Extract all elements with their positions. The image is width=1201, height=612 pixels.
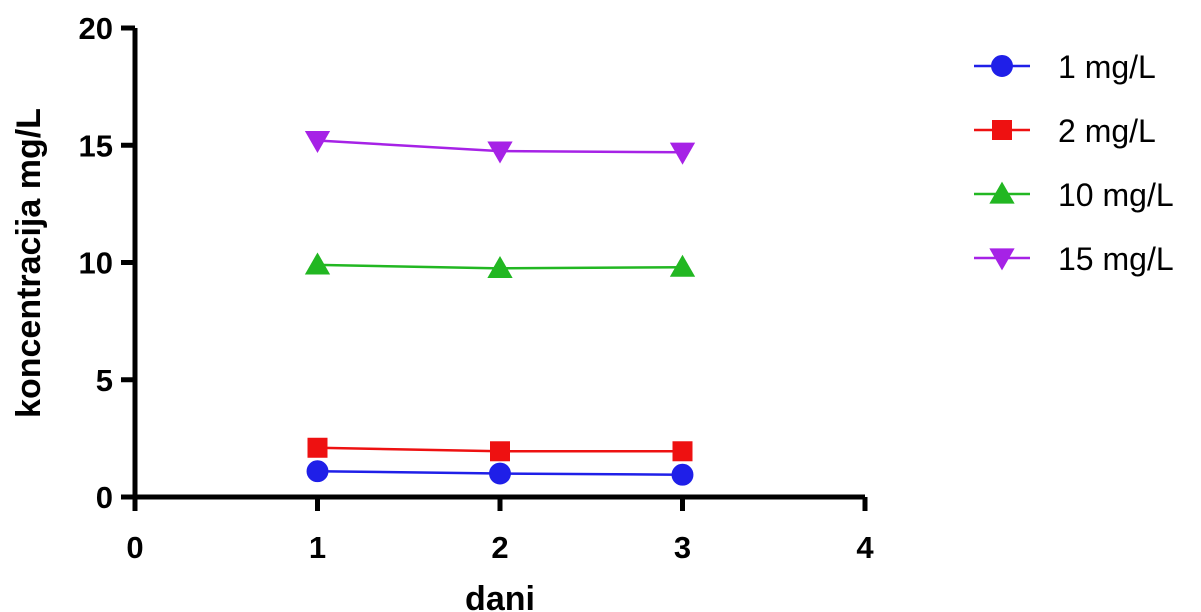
y-tick-label: 0 bbox=[96, 480, 113, 515]
series-3 bbox=[304, 130, 696, 165]
data-point bbox=[490, 441, 510, 462]
legend: 1 mg/L 2 mg/L 10 mg/L 15 mg/L bbox=[974, 49, 1174, 277]
x-tick-label: 2 bbox=[491, 530, 508, 565]
x-tick-label: 4 bbox=[856, 530, 874, 565]
data-point bbox=[671, 463, 694, 486]
data-point bbox=[304, 130, 331, 153]
legend-marker bbox=[989, 248, 1015, 271]
legend-label: 2 mg/L bbox=[1058, 113, 1156, 149]
series-0 bbox=[306, 460, 694, 486]
legend-label: 1 mg/L bbox=[1058, 49, 1156, 85]
legend-label: 10 mg/L bbox=[1058, 177, 1174, 213]
data-point bbox=[672, 441, 693, 462]
legend-item: 1 mg/L bbox=[974, 49, 1156, 85]
data-point bbox=[304, 252, 331, 275]
data-point bbox=[669, 142, 696, 165]
data-point bbox=[669, 254, 696, 277]
y-tick-label: 15 bbox=[79, 128, 113, 163]
data-point bbox=[307, 437, 328, 458]
axes: 0 1 2 3 4 0 5 10 15 20 bbox=[79, 11, 875, 565]
data-point bbox=[487, 141, 513, 164]
x-tick-label: 1 bbox=[309, 530, 326, 565]
legend-marker bbox=[992, 120, 1012, 140]
legend-item: 15 mg/L bbox=[974, 241, 1174, 277]
x-axis-title: dani bbox=[465, 580, 535, 612]
series-2 bbox=[304, 252, 696, 278]
legend-label: 15 mg/L bbox=[1058, 241, 1174, 277]
legend-item: 10 mg/L bbox=[974, 177, 1174, 213]
series-1 bbox=[307, 437, 693, 462]
series-layer bbox=[304, 130, 696, 486]
legend-marker bbox=[989, 181, 1015, 204]
data-point bbox=[487, 255, 513, 278]
x-tick-label: 3 bbox=[674, 530, 691, 565]
y-tick-label: 5 bbox=[96, 363, 113, 398]
legend-item: 2 mg/L bbox=[974, 113, 1156, 149]
y-tick-label: 20 bbox=[79, 11, 113, 46]
legend-marker bbox=[991, 55, 1013, 77]
y-tick-label: 10 bbox=[79, 246, 113, 281]
data-point bbox=[306, 460, 329, 483]
x-tick-label: 0 bbox=[126, 530, 143, 565]
data-point bbox=[489, 462, 511, 485]
y-axis-title: koncentracija mg/L bbox=[10, 108, 48, 418]
